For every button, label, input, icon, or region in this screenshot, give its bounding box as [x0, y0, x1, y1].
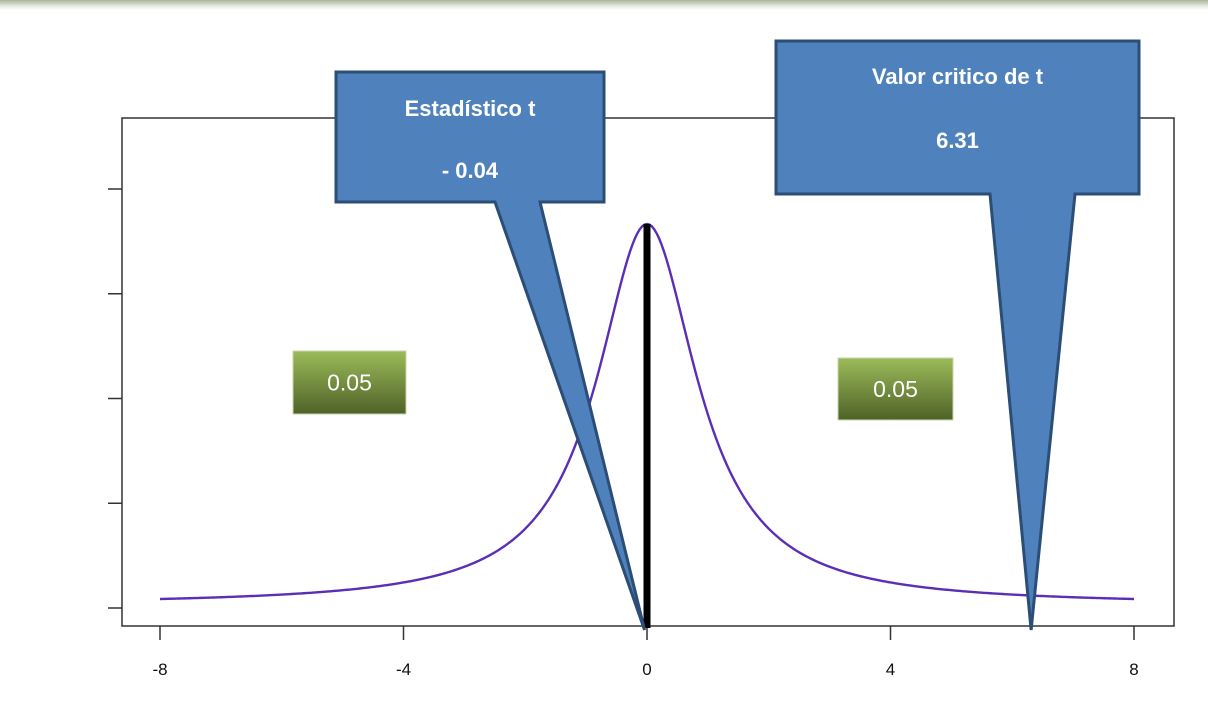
- tail-probability-label: 0.05: [873, 376, 918, 402]
- callout-title: Estadístico t: [405, 96, 536, 121]
- callout-value: 6.31: [936, 128, 979, 153]
- tail-probability-box: [292, 350, 407, 415]
- x-tick-label: -8: [152, 660, 167, 679]
- tail-probability-label: 0.05: [327, 370, 372, 396]
- x-tick-label: -4: [396, 660, 411, 679]
- x-tick-label: 8: [1129, 660, 1138, 679]
- top-rule: [0, 0, 1208, 10]
- x-tick-label: 0: [642, 660, 651, 679]
- tail-probability-box: [837, 357, 954, 421]
- callout-shape: [774, 39, 1141, 631]
- callout-title: Valor critico de t: [872, 64, 1044, 89]
- x-tick-label: 4: [886, 660, 895, 679]
- callout-shape: [334, 70, 647, 631]
- callout-value: - 0.04: [442, 158, 499, 183]
